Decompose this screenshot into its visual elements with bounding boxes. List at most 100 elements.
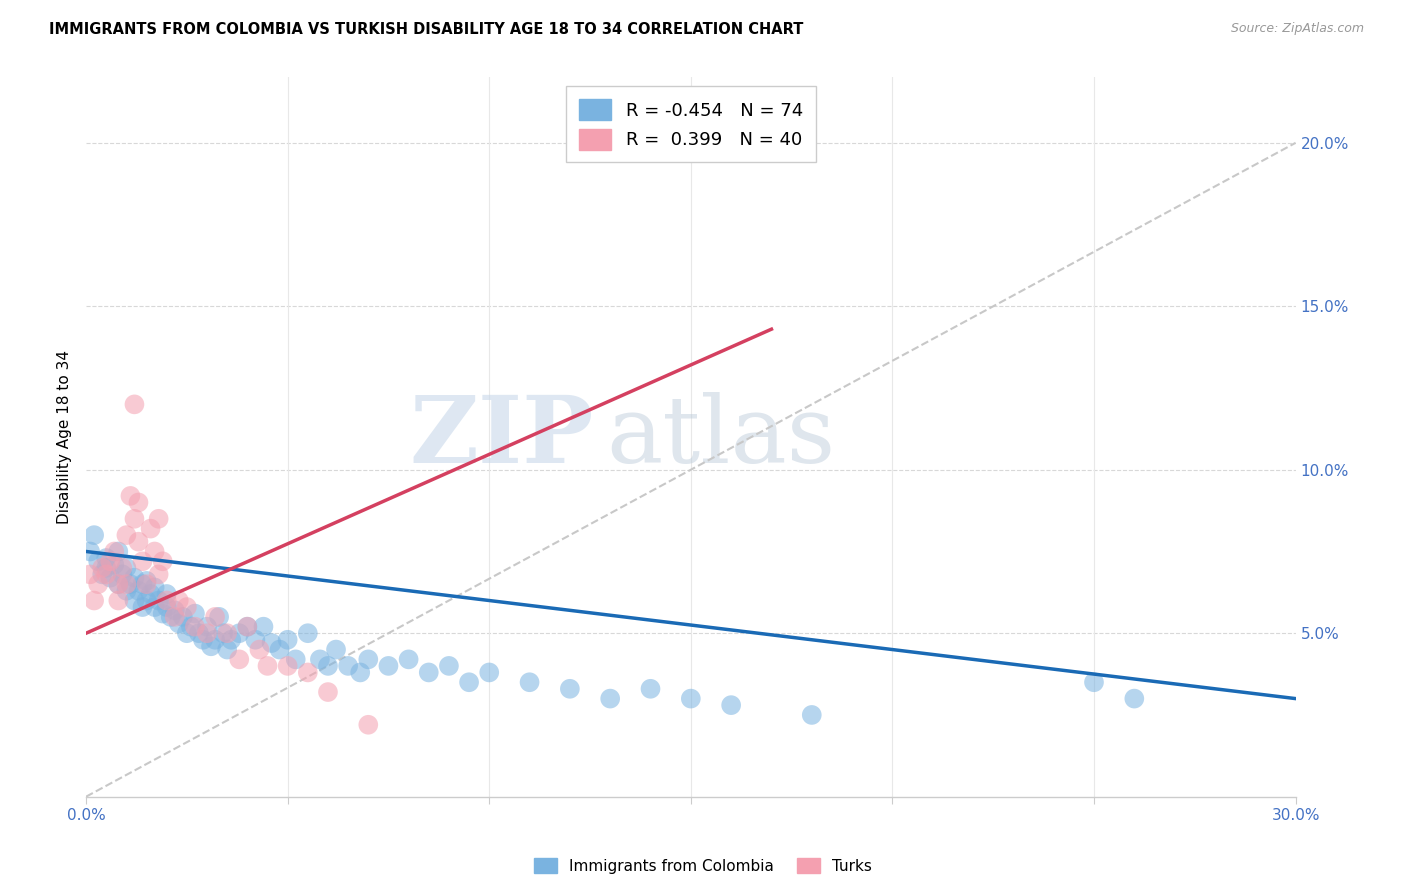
Point <box>357 718 380 732</box>
Point <box>115 528 138 542</box>
Text: ZIP: ZIP <box>409 392 595 482</box>
Point <box>252 620 274 634</box>
Point <box>640 681 662 696</box>
Point <box>107 593 129 607</box>
Point <box>200 640 222 654</box>
Point <box>111 561 134 575</box>
Point <box>131 554 153 568</box>
Point <box>184 607 207 621</box>
Point <box>228 626 250 640</box>
Text: atlas: atlas <box>606 392 835 482</box>
Point <box>398 652 420 666</box>
Point <box>418 665 440 680</box>
Point <box>124 397 146 411</box>
Point <box>180 620 202 634</box>
Point <box>212 626 235 640</box>
Point <box>184 620 207 634</box>
Point <box>256 659 278 673</box>
Point <box>1083 675 1105 690</box>
Point <box>297 626 319 640</box>
Point <box>98 554 121 568</box>
Point <box>139 587 162 601</box>
Point <box>98 571 121 585</box>
Point <box>458 675 481 690</box>
Point <box>156 593 179 607</box>
Point <box>124 593 146 607</box>
Point <box>204 632 226 647</box>
Point <box>143 600 166 615</box>
Point <box>309 652 332 666</box>
Point <box>152 607 174 621</box>
Point <box>316 659 339 673</box>
Point <box>124 571 146 585</box>
Point <box>87 577 110 591</box>
Point <box>115 583 138 598</box>
Point <box>377 659 399 673</box>
Point <box>107 577 129 591</box>
Point <box>284 652 307 666</box>
Point <box>156 587 179 601</box>
Point <box>167 593 190 607</box>
Point <box>91 561 114 575</box>
Point <box>96 551 118 566</box>
Point <box>195 626 218 640</box>
Point <box>148 512 170 526</box>
Point <box>599 691 621 706</box>
Point <box>96 567 118 582</box>
Point <box>91 567 114 582</box>
Point <box>176 600 198 615</box>
Point <box>159 610 181 624</box>
Point <box>217 642 239 657</box>
Point <box>277 632 299 647</box>
Point <box>83 593 105 607</box>
Legend: Immigrants from Colombia, Turks: Immigrants from Colombia, Turks <box>527 852 879 880</box>
Point <box>83 528 105 542</box>
Point <box>103 558 125 572</box>
Point <box>131 600 153 615</box>
Legend: R = -0.454   N = 74, R =  0.399   N = 40: R = -0.454 N = 74, R = 0.399 N = 40 <box>567 87 815 162</box>
Point <box>135 574 157 588</box>
Point <box>115 561 138 575</box>
Text: Source: ZipAtlas.com: Source: ZipAtlas.com <box>1230 22 1364 36</box>
Point <box>204 610 226 624</box>
Point <box>188 626 211 640</box>
Point <box>357 652 380 666</box>
Point <box>208 610 231 624</box>
Point <box>478 665 501 680</box>
Point <box>139 522 162 536</box>
Point <box>325 642 347 657</box>
Point <box>79 567 101 582</box>
Point <box>249 642 271 657</box>
Point <box>167 616 190 631</box>
Point <box>679 691 702 706</box>
Point <box>519 675 541 690</box>
Y-axis label: Disability Age 18 to 34: Disability Age 18 to 34 <box>58 350 72 524</box>
Point <box>127 534 149 549</box>
Point <box>195 620 218 634</box>
Point <box>437 659 460 673</box>
Point <box>558 681 581 696</box>
Point <box>148 567 170 582</box>
Point <box>163 603 186 617</box>
Point <box>349 665 371 680</box>
Text: IMMIGRANTS FROM COLOMBIA VS TURKISH DISABILITY AGE 18 TO 34 CORRELATION CHART: IMMIGRANTS FROM COLOMBIA VS TURKISH DISA… <box>49 22 804 37</box>
Point <box>316 685 339 699</box>
Point <box>191 632 214 647</box>
Point <box>131 577 153 591</box>
Point <box>228 652 250 666</box>
Point <box>297 665 319 680</box>
Point <box>127 495 149 509</box>
Point <box>143 544 166 558</box>
Point <box>176 626 198 640</box>
Point <box>96 561 118 575</box>
Point <box>124 512 146 526</box>
Point <box>236 620 259 634</box>
Point <box>152 554 174 568</box>
Point <box>156 600 179 615</box>
Point <box>277 659 299 673</box>
Point <box>79 544 101 558</box>
Point <box>217 626 239 640</box>
Point <box>135 593 157 607</box>
Point <box>800 708 823 723</box>
Point <box>135 577 157 591</box>
